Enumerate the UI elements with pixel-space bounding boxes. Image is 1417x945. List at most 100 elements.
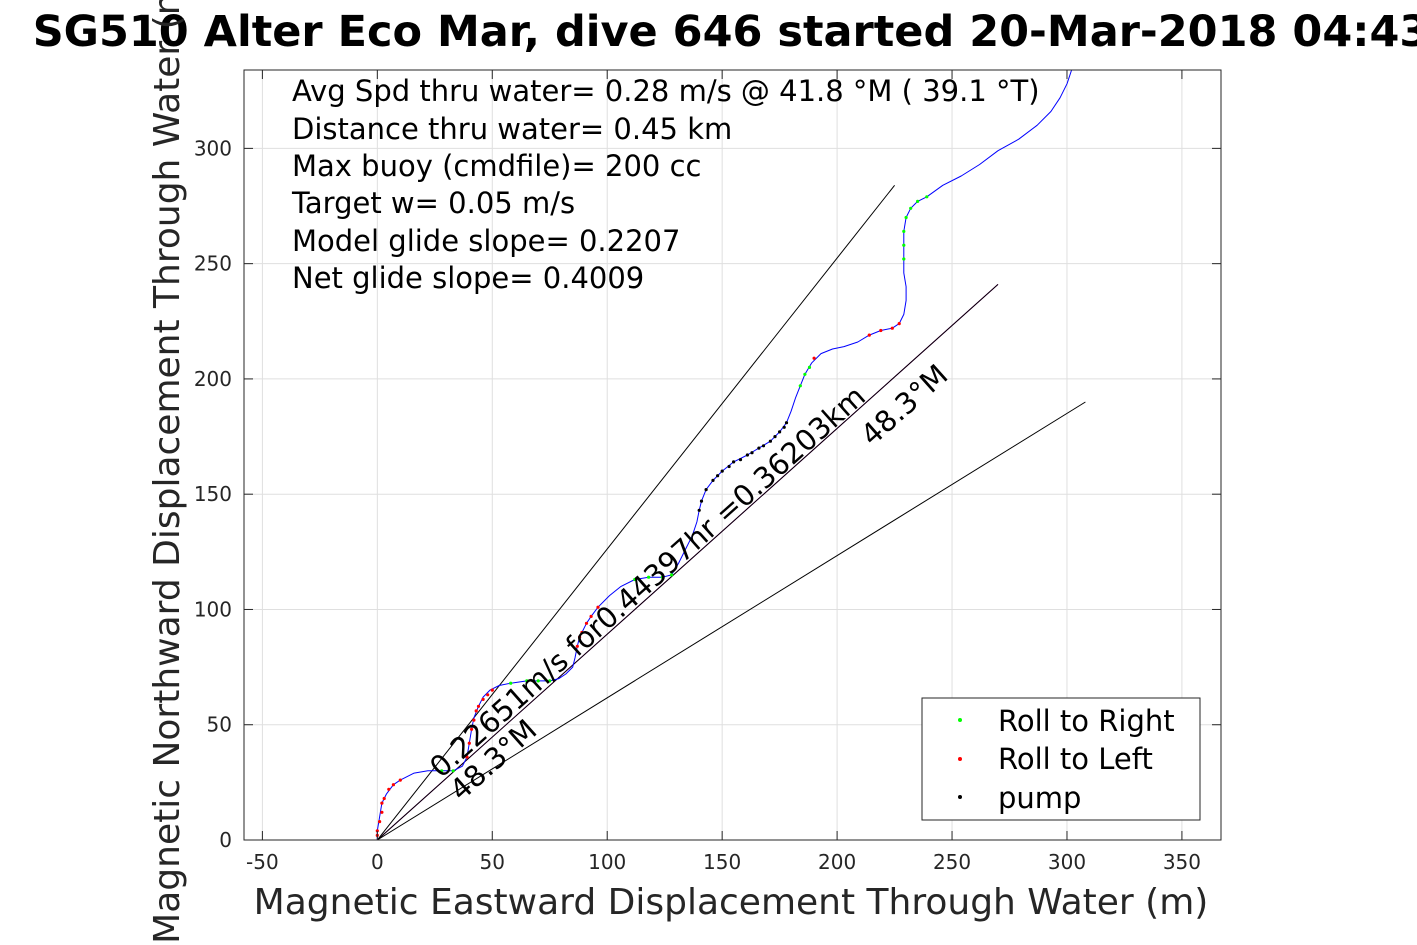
ticks: -50 0 50 100 150 200 250 300 350 0 50 100 150 200 250 3…: [194, 70, 1221, 874]
marker-pump: [699, 499, 704, 503]
info-text-block: Avg Spd thru water= 0.28 m/s @ 41.8 °M (…: [291, 74, 1040, 295]
x-tick-label: 50: [480, 850, 505, 874]
legend-label-pump: pump: [998, 781, 1081, 815]
marker-roll-to-left: [391, 783, 395, 787]
series-bound-upper: [376, 184, 895, 841]
marker-roll-to-left: [580, 630, 584, 635]
marker-pump: [757, 446, 761, 450]
marker-roll-to-right: [798, 384, 802, 388]
legend-label-roll-left: Roll to Left: [998, 742, 1153, 776]
legend-marker-roll-right: [958, 718, 962, 722]
marker-roll-to-left: [470, 727, 474, 731]
marker-pump: [773, 435, 777, 439]
info-net-glide: Net glide slope= 0.4009: [292, 261, 644, 295]
marker-pump: [704, 488, 708, 492]
marker-pump: [716, 474, 720, 478]
legend-box: [921, 697, 1201, 821]
y-tick-label: 200: [194, 367, 232, 391]
marker-pump: [738, 458, 743, 462]
marker-pump: [727, 464, 731, 469]
marker-roll-to-left: [812, 356, 816, 360]
marker-roll-to-right: [904, 215, 908, 220]
marker-roll-to-left: [879, 328, 883, 333]
series-bound-lower: [377, 401, 1086, 841]
marker-roll-to-left: [575, 644, 579, 648]
series-bound-middle: [376, 284, 999, 841]
marker-roll-to-left: [398, 778, 402, 782]
marker-layer: [375, 195, 929, 838]
x-tick-label: 200: [818, 850, 856, 874]
marker-roll-to-left: [897, 322, 901, 326]
marker-pump: [778, 430, 782, 434]
marker-roll-to-left: [378, 820, 382, 824]
marker-roll-to-left: [589, 614, 593, 619]
marker-pump: [720, 469, 724, 473]
marker-roll-to-left: [476, 704, 481, 708]
x-tick-label: 250: [933, 850, 971, 874]
bound-lines: [376, 184, 1086, 841]
marker-roll-to-right: [440, 769, 444, 773]
info-model-glide: Model glide slope= 0.2207: [292, 224, 680, 258]
marker-roll-to-left: [380, 801, 384, 805]
info-max-buoy: Max buoy (cmdfile)= 200 cc: [292, 149, 701, 183]
marker-roll-to-right: [548, 679, 552, 683]
marker-roll-to-left: [474, 709, 478, 713]
marker-roll-to-left: [890, 326, 894, 330]
marker-roll-to-left: [375, 829, 379, 833]
marker-roll-to-left: [584, 621, 589, 625]
marker-roll-to-right: [536, 679, 540, 683]
marker-roll-to-left: [596, 605, 600, 609]
marker-roll-to-right: [451, 769, 455, 773]
legend-label-roll-right: Roll to Right: [998, 704, 1175, 738]
marker-roll-to-right: [902, 229, 906, 233]
marker-roll-to-right: [909, 206, 913, 210]
marker-roll-to-left: [387, 787, 391, 791]
marker-roll-to-right: [902, 257, 906, 261]
marker-roll-to-left: [578, 635, 582, 639]
marker-roll-to-left: [382, 796, 386, 801]
y-tick-label: 150: [194, 482, 232, 506]
y-tick-label: 0: [219, 828, 232, 852]
x-tick-label: 300: [1048, 850, 1086, 874]
marker-roll-to-left: [481, 697, 485, 702]
chart-title: SG510 Alter Eco Mar, dive 646 started 20…: [33, 7, 1417, 57]
y-tick-label: 100: [194, 597, 232, 621]
marker-roll-to-right: [660, 575, 665, 579]
x-axis-label: Magnetic Eastward Displacement Through W…: [254, 882, 1209, 923]
plot-frame: [243, 69, 1222, 841]
legend-marker-pump: [958, 795, 962, 799]
marker-roll-to-left: [867, 333, 871, 337]
marker-roll-to-right: [925, 195, 929, 199]
marker-roll-to-left: [472, 718, 476, 722]
legend: Roll to Right Roll to Left pump: [921, 697, 1201, 821]
legend-marker-roll-left: [958, 757, 962, 761]
marker-roll-to-right: [807, 365, 812, 369]
marker-roll-to-left: [467, 741, 471, 745]
x-tick-label: -50: [246, 850, 279, 874]
marker-roll-to-right: [647, 575, 651, 579]
info-target-w: Target w= 0.05 m/s: [291, 186, 575, 220]
marker-roll-to-right: [525, 679, 529, 683]
marker-roll-to-left: [490, 688, 494, 692]
marker-pump: [732, 460, 736, 464]
y-tick-label: 50: [207, 713, 232, 737]
marker-pump: [745, 453, 750, 457]
marker-roll-to-left: [380, 810, 384, 814]
marker-roll-to-right: [509, 681, 513, 685]
marker-pump: [750, 451, 754, 455]
y-tick-label: 250: [194, 252, 232, 276]
x-tick-label: 100: [588, 850, 626, 874]
marker-roll-to-right: [902, 243, 906, 247]
x-tick-label: 350: [1163, 850, 1201, 874]
info-distance: Distance thru water= 0.45 km: [292, 112, 732, 146]
marker-pump: [711, 478, 715, 482]
marker-roll-to-left: [465, 755, 469, 759]
marker-pump: [761, 444, 766, 448]
marker-roll-to-right: [633, 577, 637, 582]
x-tick-label: 150: [703, 850, 741, 874]
info-avg-speed: Avg Spd thru water= 0.28 m/s @ 41.8 °M (…: [292, 74, 1040, 108]
marker-roll-to-left: [486, 693, 490, 697]
marker-pump: [782, 425, 786, 429]
marker-roll-to-right: [916, 199, 920, 203]
